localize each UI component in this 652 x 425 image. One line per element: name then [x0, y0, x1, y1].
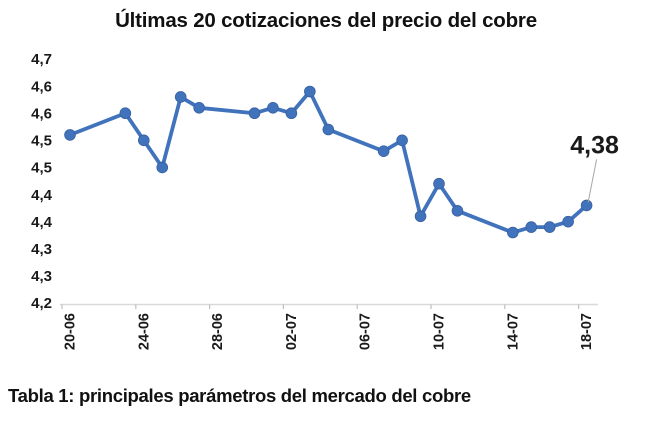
- y-tick-label: 4,3: [31, 268, 52, 285]
- data-point-marker: [543, 221, 556, 233]
- data-point-marker: [138, 134, 150, 147]
- data-point-marker: [193, 102, 205, 114]
- x-tick-label: 06-07: [358, 313, 374, 350]
- data-point-marker: [506, 226, 519, 239]
- price-line: [68, 89, 589, 235]
- y-tick-label: 4,6: [31, 78, 52, 95]
- x-tick-label: 20-06: [63, 313, 79, 350]
- data-point-marker: [156, 161, 169, 174]
- data-point-marker: [433, 177, 445, 190]
- data-point-marker: [304, 85, 316, 98]
- data-point-marker: [377, 145, 390, 157]
- figure-caption: Tabla 1: principales parámetros del merc…: [8, 385, 471, 406]
- x-tick-label: 14-07: [505, 313, 521, 350]
- y-tick-label: 4,4: [31, 214, 53, 231]
- y-tick-label: 4,5: [31, 133, 52, 150]
- data-point-marker: [451, 205, 464, 217]
- data-point-marker: [285, 107, 298, 120]
- data-point-marker: [119, 107, 132, 120]
- y-tick-label: 4,5: [31, 160, 52, 177]
- y-tick-label: 4,4: [31, 187, 53, 204]
- y-tick-label: 4,3: [31, 241, 52, 258]
- data-point-marker: [396, 134, 408, 147]
- data-point-marker: [525, 221, 538, 233]
- data-point-marker: [322, 123, 335, 136]
- x-tick-label: 28-06: [210, 313, 226, 350]
- x-tick-label: 24-06: [136, 313, 152, 350]
- annotation-value: 4,38: [570, 131, 619, 159]
- data-point-marker: [562, 215, 574, 228]
- y-tick-label: 4,2: [31, 295, 52, 312]
- chart-title: Últimas 20 cotizaciones del precio del c…: [115, 9, 537, 32]
- x-tick-label: 18-07: [579, 313, 595, 350]
- data-point-marker: [414, 210, 427, 223]
- x-tick-label: 10-07: [432, 313, 448, 350]
- y-tick-label: 4,7: [31, 51, 52, 68]
- data-point-marker: [174, 91, 187, 103]
- annotation-leader-line: [587, 159, 598, 203]
- x-tick-label: 02-07: [284, 313, 300, 350]
- data-point-marker: [64, 129, 76, 141]
- data-point-marker: [248, 107, 261, 120]
- data-point-marker: [267, 102, 279, 114]
- data-point-marker: [580, 199, 593, 212]
- y-tick-label: 4,6: [31, 105, 52, 122]
